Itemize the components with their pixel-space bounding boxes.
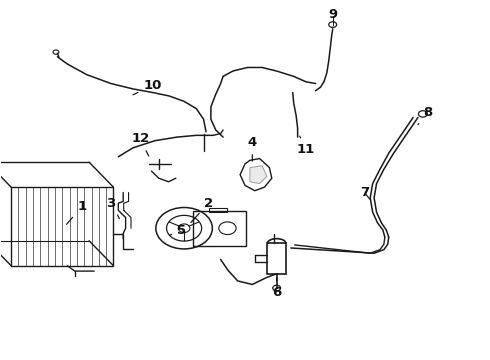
Text: 1: 1 <box>67 200 86 224</box>
Text: 7: 7 <box>360 186 370 199</box>
Text: 12: 12 <box>131 132 149 156</box>
Text: 9: 9 <box>328 9 337 28</box>
Bar <box>209 208 227 212</box>
Polygon shape <box>250 166 267 184</box>
Text: 5: 5 <box>170 224 186 237</box>
Bar <box>268 243 286 274</box>
Text: 11: 11 <box>297 136 315 156</box>
Text: 10: 10 <box>133 79 162 95</box>
Text: 2: 2 <box>191 197 213 222</box>
Text: 3: 3 <box>106 197 120 219</box>
Bar <box>193 211 246 246</box>
Text: 8: 8 <box>418 105 432 125</box>
Text: 4: 4 <box>247 136 257 161</box>
Text: 6: 6 <box>272 278 281 299</box>
